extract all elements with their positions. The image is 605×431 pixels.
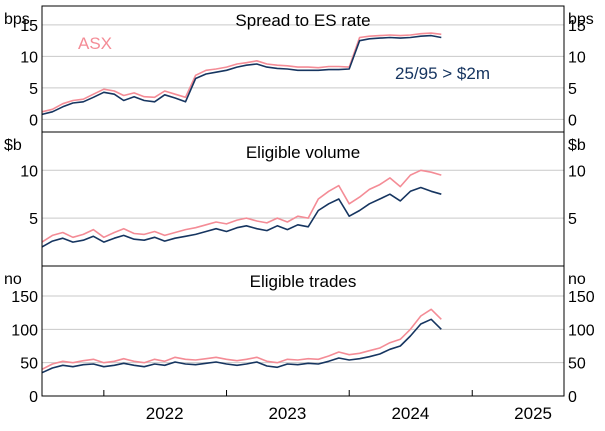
y-tick-label-left: 150 xyxy=(11,289,38,306)
y-tick-label-left: 15 xyxy=(20,18,38,35)
unit-label-left: no xyxy=(4,271,22,288)
panel-title: Eligible trades xyxy=(250,272,357,291)
y-tick-label-right: 150 xyxy=(568,289,595,306)
y-tick-label-right: 10 xyxy=(568,163,586,180)
series-line-asx xyxy=(41,32,442,113)
panel-title: Spread to ES rate xyxy=(235,11,370,30)
y-tick-label-right: 50 xyxy=(568,356,586,373)
y-tick-label-right: 15 xyxy=(568,18,586,35)
y-tick-label-left: 5 xyxy=(29,81,38,98)
y-tick-label-right: 5 xyxy=(568,81,577,98)
y-tick-label-left: 100 xyxy=(11,322,38,339)
annotation-asx: ASX xyxy=(78,34,112,53)
y-tick-label-right: 0 xyxy=(568,389,577,406)
y-tick-label-right: 0 xyxy=(568,112,577,129)
annotation-large-trades: 25/95 > $2m xyxy=(395,64,490,83)
panel-title: Eligible volume xyxy=(246,143,360,162)
y-tick-label-left: 10 xyxy=(20,163,38,180)
y-tick-label-left: 10 xyxy=(20,49,38,66)
x-tick-label: 2025 xyxy=(514,404,552,423)
series-line-asx xyxy=(41,308,442,371)
y-tick-label-left: 0 xyxy=(29,112,38,129)
y-tick-label-left: 5 xyxy=(29,211,38,228)
unit-label-right: no xyxy=(568,271,586,288)
x-tick-label: 2022 xyxy=(146,404,184,423)
series-line-large-trades xyxy=(41,34,442,116)
y-tick-label-right: 5 xyxy=(568,211,577,228)
series-line-large-trades xyxy=(41,186,442,248)
x-tick-label: 2023 xyxy=(268,404,306,423)
unit-label-left: $b xyxy=(4,137,22,154)
y-tick-label-left: 50 xyxy=(20,356,38,373)
panel-2: 5 5 10 10 $b $b Eligible volume xyxy=(4,137,586,248)
unit-label-right: bps xyxy=(568,11,594,28)
panel-border xyxy=(41,265,565,397)
x-tick-label: 2024 xyxy=(391,404,429,423)
series-line-large-trades xyxy=(41,318,442,374)
unit-label-left: bps xyxy=(4,11,30,28)
series-line-asx xyxy=(41,169,442,243)
y-tick-label-right: 100 xyxy=(568,322,595,339)
y-tick-label-left: 0 xyxy=(29,389,38,406)
y-tick-label-right: 10 xyxy=(568,49,586,66)
unit-label-right: $b xyxy=(568,137,586,154)
